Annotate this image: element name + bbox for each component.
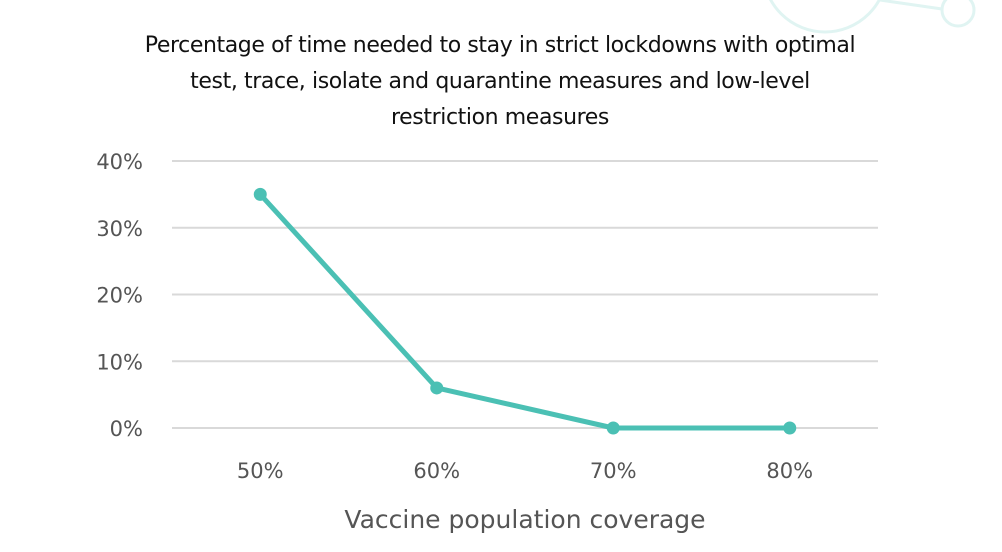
y-tick-label: 30%: [96, 217, 143, 241]
y-tick-label: 10%: [96, 350, 143, 374]
y-tick-label: 0%: [110, 417, 143, 441]
decoration-circle-small: [940, 0, 976, 28]
data-point: [783, 421, 797, 435]
x-tick-label: 80%: [766, 459, 813, 483]
data-point: [606, 421, 620, 435]
x-tick-label: 50%: [237, 459, 284, 483]
decoration-connector: [879, 0, 943, 11]
series-line: [258, 192, 790, 431]
y-tick-label: 20%: [96, 284, 143, 308]
data-point: [430, 381, 444, 395]
decoration: [769, 0, 976, 34]
x-tick-label: 70%: [590, 459, 637, 483]
data-point: [253, 187, 267, 201]
y-tick-label: 40%: [96, 150, 143, 174]
x-tick-label: 60%: [413, 459, 460, 483]
decoration-circle-large: [769, 0, 881, 34]
x-axis-label: Vaccine population coverage: [344, 505, 705, 534]
chart-title: Percentage of time needed to stay in str…: [144, 33, 856, 130]
